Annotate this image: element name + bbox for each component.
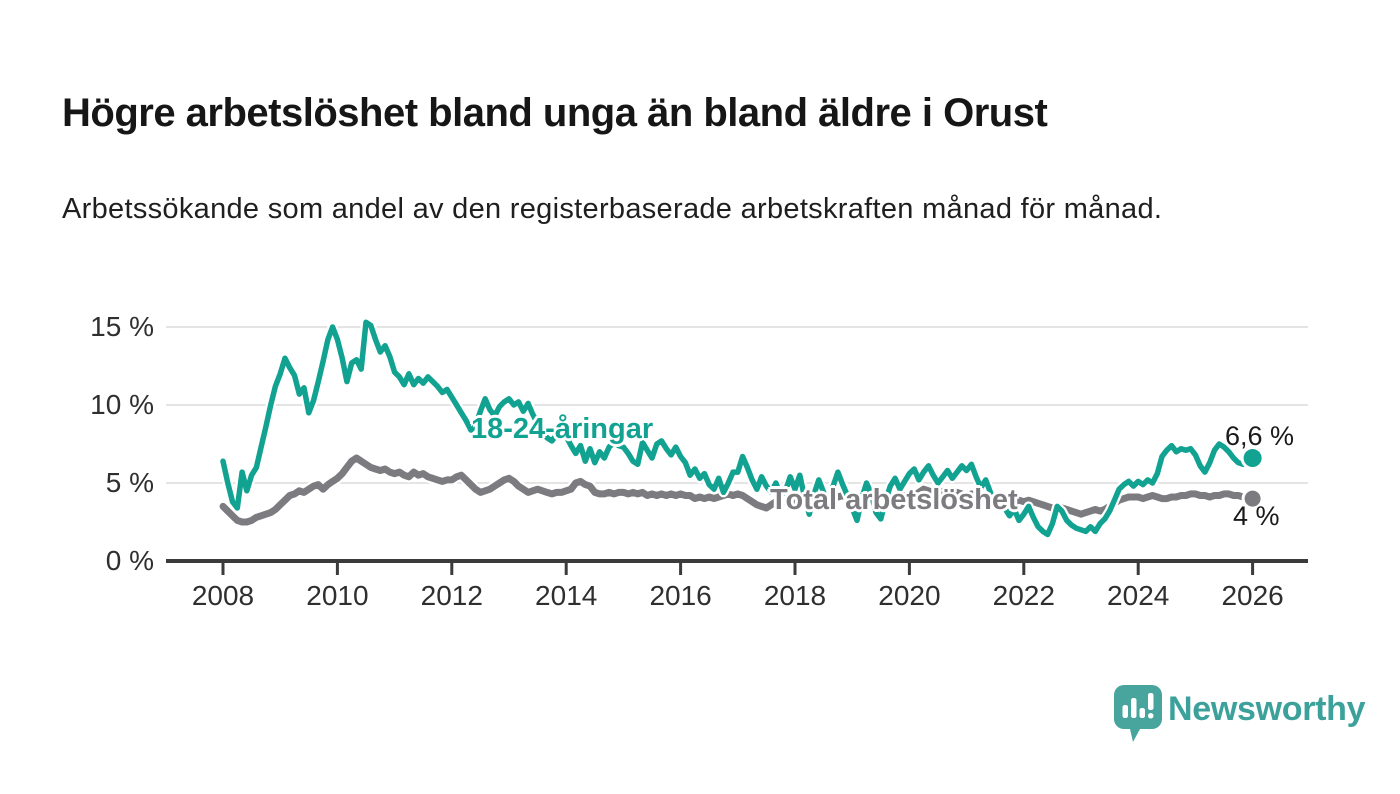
series-label-youth: 18-24-åringar [471,413,654,445]
series-line-total [219,454,1257,526]
y-tick-label: 10 % [90,389,154,420]
newsworthy-logo-icon [1114,685,1162,742]
gridlines-group [166,326,1308,484]
y-tick-label: 0 % [106,545,154,576]
logo-bar-3 [1139,708,1145,718]
end-dots-group [1240,446,1265,510]
page-title: Högre arbetslöshet bland unga än bland ä… [62,90,1048,135]
logo-exclamation-dot [1148,713,1154,719]
end-dot-total [1244,490,1261,507]
y-tick-label: 15 % [90,311,154,342]
brand-footer: Newsworthy [1113,684,1366,746]
x-tick-label: 2012 [421,580,483,611]
x-tick-label: 2022 [993,580,1055,611]
brand-name: Newsworthy [1168,690,1366,728]
x-tick-label: 2014 [535,580,597,611]
x-tick-label: 2026 [1221,580,1283,611]
end-value-label-youth: 6,6 % [1225,421,1295,451]
logo-bubble [1114,685,1162,742]
x-tick-label: 2008 [192,580,254,611]
series-line-youth [220,319,1256,538]
series-lines-group [217,317,1259,540]
y-tick-label: 5 % [106,467,154,498]
end-dot-youth [1243,449,1262,468]
x-tick-label: 2018 [764,580,826,611]
end-value-label-total: 4 % [1233,501,1280,531]
x-tick-label: 2016 [649,580,711,611]
page-subtitle: Arbetssökande som andel av den registerb… [62,193,1163,225]
logo-bar-2 [1131,698,1137,718]
series-label-total: Total arbetslöshet [770,484,1018,516]
axis-group: 0 % 5 % 10 % 15 % 2008 2010 2012 2014 2016 2018 20… [90,311,1308,611]
x-tick-label: 2020 [878,580,940,611]
logo-bar-1 [1122,705,1128,718]
x-tick-label: 2024 [1107,580,1169,611]
logo-exclamation-bar [1148,693,1154,710]
series-line-halo-youth [218,317,1258,540]
x-tick-label: 2010 [306,580,368,611]
